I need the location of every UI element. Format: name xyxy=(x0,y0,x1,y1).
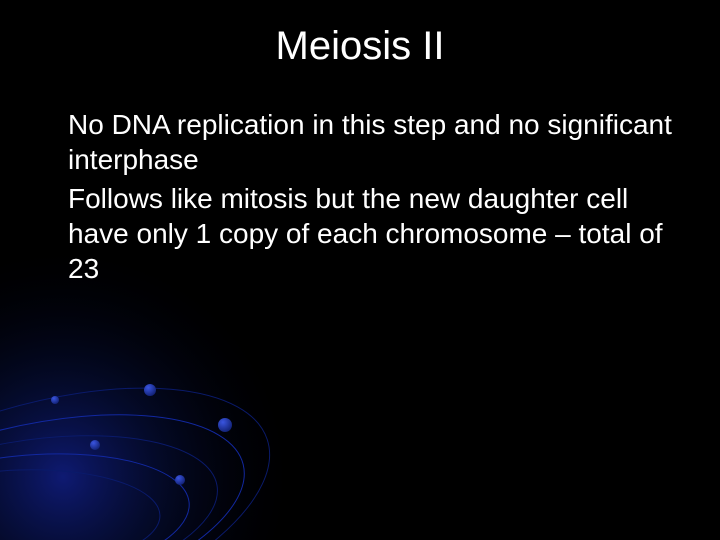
list-item: Follows like mitosis but the new daughte… xyxy=(40,181,680,286)
bullet-text: Follows like mitosis but the new daughte… xyxy=(68,183,663,284)
bullet-text: No DNA replication in this step and no s… xyxy=(68,109,672,175)
slide-title: Meiosis II xyxy=(40,24,680,69)
bullet-icon xyxy=(42,119,53,130)
list-item: No DNA replication in this step and no s… xyxy=(40,107,680,177)
bullet-list: No DNA replication in this step and no s… xyxy=(40,107,680,286)
bullet-icon xyxy=(42,193,53,204)
slide-content: Meiosis II No DNA replication in this st… xyxy=(0,0,720,286)
